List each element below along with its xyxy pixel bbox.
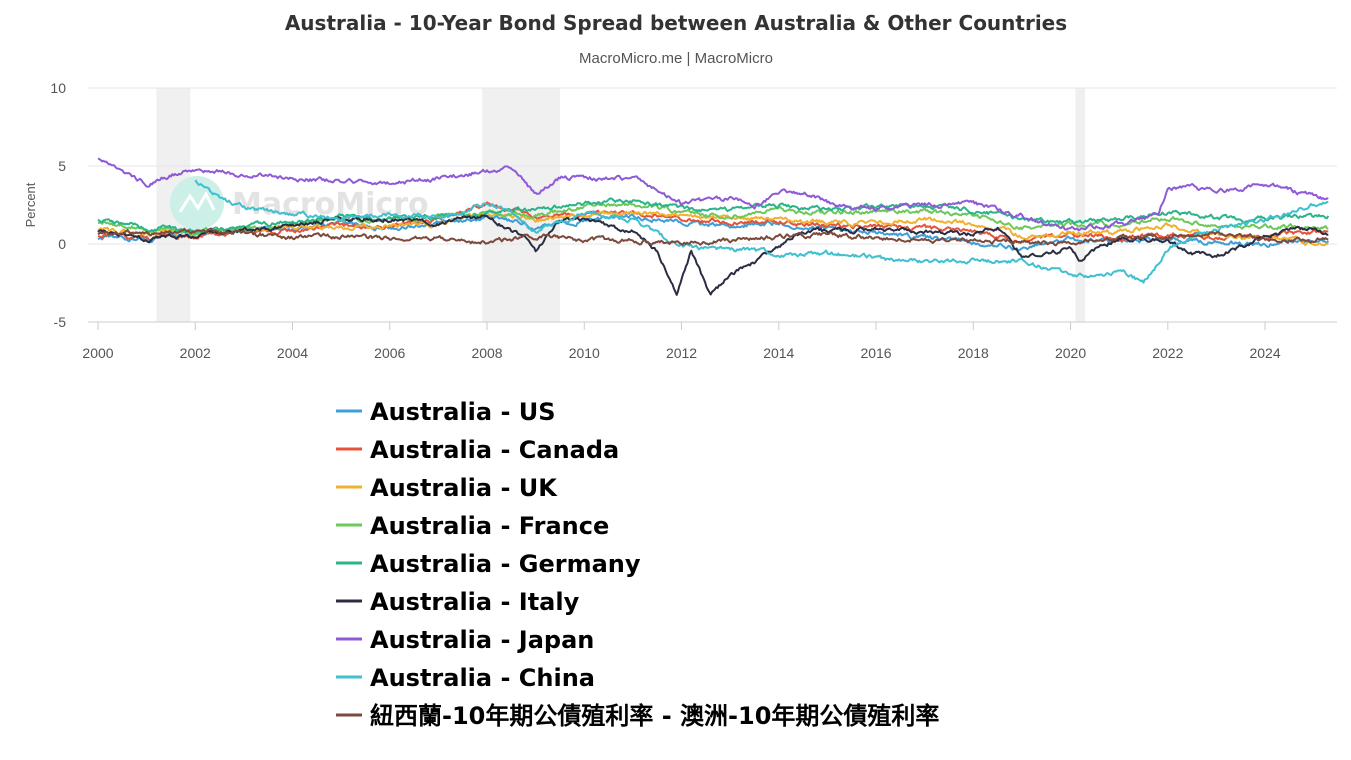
legend-item[interactable]: Australia - Japan [336,626,594,654]
chart-title: Australia - 10-Year Bond Spread between … [285,11,1067,35]
x-tick-label: 2008 [471,345,502,361]
watermark: MacroMicro [170,176,429,230]
legend-label: Australia - Italy [370,588,580,616]
legend-item[interactable]: Australia - Italy [336,588,580,616]
x-tick-label: 2002 [180,345,211,361]
watermark-logo-mark-icon [178,190,216,213]
legend: Australia - US Australia - Canada Australi… [336,398,939,730]
y-tick-label: 10 [50,80,66,96]
series-line-1 [97,201,1329,244]
legend-item[interactable]: Australia - Canada [336,436,619,464]
legend-item[interactable]: Australia - Germany [336,550,641,578]
x-tick-label: 2004 [277,345,308,361]
series-line-7 [194,179,1329,284]
recession-band-2 [1075,88,1086,322]
legend-label: Australia - UK [370,474,558,502]
watermark-logo-icon [170,176,224,230]
legend-item[interactable]: Australia - UK [336,474,558,502]
x-tick-label: 2012 [666,345,697,361]
legend-label: Australia - US [370,398,556,426]
series-line-8 [97,227,1329,247]
legend-item[interactable]: Australia - US [336,398,556,426]
y-axis-label: Percent [23,182,38,227]
series-line-6 [97,157,1329,232]
y-tick-label: -5 [54,314,67,330]
y-tick-label: 0 [58,236,66,252]
legend-label: Australia - China [370,664,595,692]
series-line-4 [97,197,1330,234]
legend-label: Australia - Germany [370,550,641,578]
x-tick-label: 2020 [1055,345,1086,361]
legend-label: 紐西蘭-10年期公債殖利率 - 澳洲-10年期公債殖利率 [370,702,939,730]
legend-label: Australia - Canada [370,436,619,464]
legend-item[interactable]: Australia - France [336,512,609,540]
x-tick-label: 2024 [1249,345,1280,361]
legend-label: Australia - France [370,512,609,540]
recession-bands [156,88,1086,322]
x-tick-label: 2022 [1152,345,1183,361]
legend-item[interactable]: 紐西蘭-10年期公債殖利率 - 澳洲-10年期公債殖利率 [336,702,939,730]
series-line-2 [97,210,1329,247]
x-tick-label: 2016 [860,345,891,361]
x-tick-label: 2000 [82,345,113,361]
series-lines [97,157,1330,296]
y-tick-label: 5 [58,158,66,174]
x-tick-label: 2010 [569,345,600,361]
y-axis: 10 5 0 -5 [50,80,66,330]
legend-label: Australia - Japan [370,626,594,654]
x-axis: 2000 2002 2004 2006 2008 2010 2012 2014 2016 2018… [82,322,1281,361]
chart-subtitle: MacroMicro.me | MacroMicro [579,50,773,67]
series-line-5 [97,214,1329,296]
x-tick-label: 2006 [374,345,405,361]
legend-item[interactable]: Australia - China [336,664,595,692]
x-tick-label: 2018 [958,345,989,361]
x-tick-label: 2014 [763,345,794,361]
